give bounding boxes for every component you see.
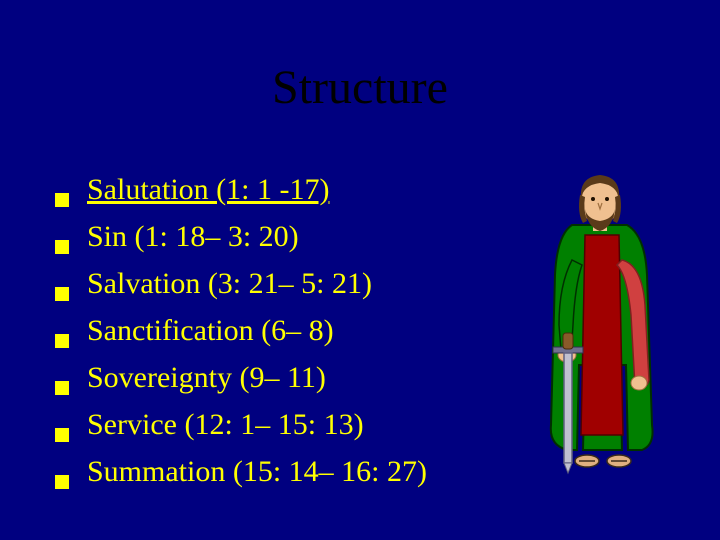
item-text: Sin (1: 18– 3: 20) <box>87 217 299 256</box>
bullet-icon <box>55 240 69 254</box>
item-text: Salvation (3: 21– 5: 21) <box>87 264 372 303</box>
list-item: Service (12: 1– 15: 13) <box>55 405 475 444</box>
item-text: Sovereignty (9– 11) <box>87 358 326 397</box>
slide-title: Structure <box>0 60 720 115</box>
bullet-icon <box>55 334 69 348</box>
bullet-icon <box>55 193 69 207</box>
bullet-icon <box>55 287 69 301</box>
bullet-icon <box>55 381 69 395</box>
bullet-icon <box>55 428 69 442</box>
list-item: Salvation (3: 21– 5: 21) <box>55 264 475 303</box>
list-item: Summation (15: 14– 16: 27) <box>55 452 475 491</box>
item-text: Salutation (1: 1 -17) <box>87 170 329 209</box>
list-item: Sovereignty (9– 11) <box>55 358 475 397</box>
list-item: Salutation (1: 1 -17) <box>55 170 475 209</box>
item-text: Summation (15: 14– 16: 27) <box>87 452 427 491</box>
slide: Structure Salutation (1: 1 -17) Sin (1: … <box>0 0 720 540</box>
item-text: Service (12: 1– 15: 13) <box>87 405 364 444</box>
item-text: Sanctification (6– 8) <box>87 311 334 350</box>
list-item: Sin (1: 18– 3: 20) <box>55 217 475 256</box>
apostle-figure-icon <box>527 165 672 475</box>
list-item: Sanctification (6– 8) <box>55 311 475 350</box>
bullet-list: Salutation (1: 1 -17) Sin (1: 18– 3: 20)… <box>55 170 475 499</box>
bullet-icon <box>55 475 69 489</box>
